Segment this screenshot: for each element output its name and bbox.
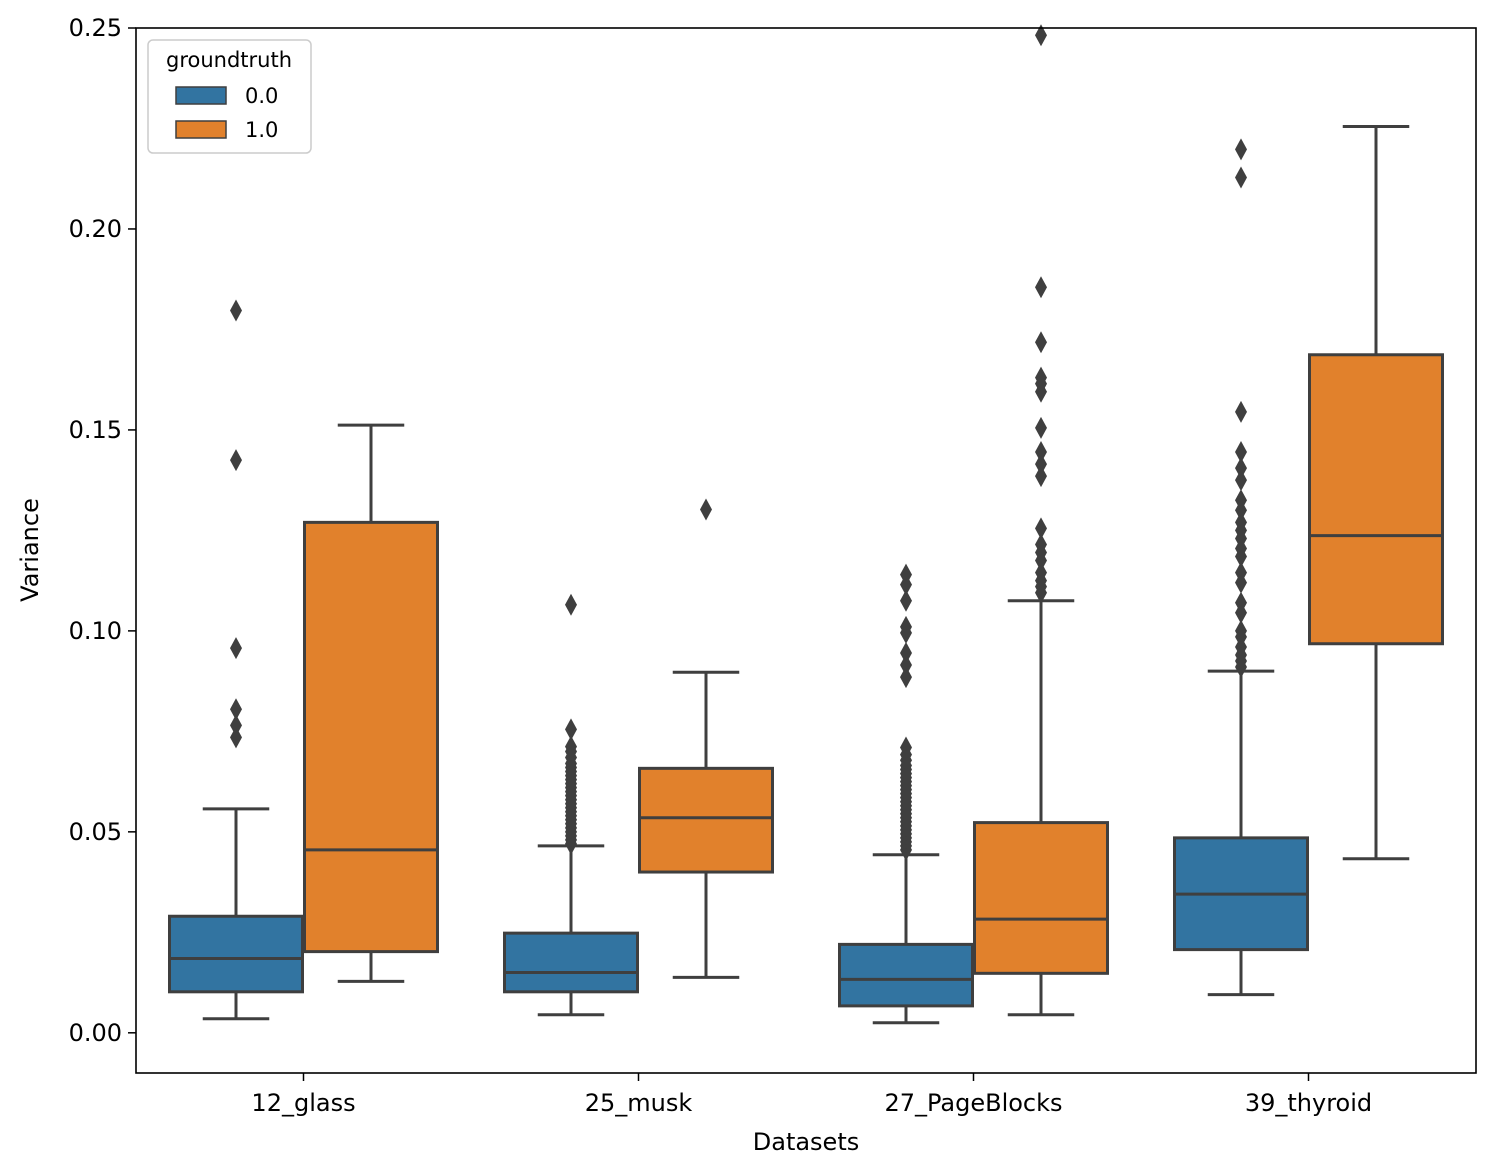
outlier-point [230,299,242,322]
outlier-point [1235,457,1247,480]
outlier-point [900,641,912,664]
outlier-point [900,654,912,677]
outlier-point [900,615,912,638]
outlier-point [1035,331,1047,354]
plot-area [168,24,1444,1025]
x-axis: 12_glass 25_musk 27_PageBlocks 39_thyroid [251,1073,1372,1117]
box-iqr [638,766,774,874]
box-iqr [1308,353,1444,646]
outlier-point [1035,465,1047,488]
outlier-point [1035,276,1047,299]
outlier-point [1235,619,1247,642]
box-39_thyroid-0.0 [1173,138,1309,997]
y-tick-label: 0.15 [69,416,122,444]
outlier-point [900,736,912,759]
outlier-point [1235,591,1247,614]
y-tick-label: 0.25 [69,14,122,42]
legend-title: groundtruth [166,48,292,72]
x-tick-label: 25_musk [585,1089,693,1117]
box-12_glass-1.0 [303,423,439,983]
outlier-point [1235,511,1247,534]
box-25_musk-0.0 [503,593,639,1017]
outlier-point [230,449,242,472]
outlier-point [900,589,912,612]
outlier-point [1035,441,1047,464]
box-27_PageBlocks-1.0 [973,24,1109,1017]
box-iqr [503,931,639,994]
y-tick-label: 0.10 [69,617,122,645]
outlier-point [1035,366,1047,389]
axes-frame [135,27,1477,1074]
y-tick-label: 0.05 [69,818,122,846]
outlier-point [900,563,912,586]
outlier-point [900,666,912,689]
outlier-point [565,718,577,741]
legend-label-1: 1.0 [245,118,278,142]
outlier-point [1035,453,1047,476]
box-12_glass-0.0 [168,299,304,1021]
outlier-point [1235,469,1247,492]
outlier-point [700,498,712,521]
outlier-point [1035,533,1047,556]
outlier-point [1035,24,1047,47]
outlier-point [230,714,242,737]
outlier-point [1235,166,1247,189]
outlier-point [1235,441,1247,464]
outlier-point [1235,400,1247,423]
x-tick-label: 27_PageBlocks [884,1089,1062,1117]
box-iqr [838,942,974,1008]
y-tick-label: 0.00 [69,1019,122,1047]
legend-swatch-1 [175,120,227,139]
outlier-point [230,698,242,721]
box-27_PageBlocks-0.0 [838,563,974,1025]
box-iqr [303,520,439,954]
x-tick-label: 39_thyroid [1245,1089,1372,1117]
outlier-point [1235,489,1247,512]
outlier-point [1235,561,1247,584]
outlier-point [1035,561,1047,584]
outlier-point [565,735,577,758]
outlier-point [1035,416,1047,439]
box-iqr [973,821,1109,975]
x-tick-label: 12_glass [251,1089,355,1117]
box-39_thyroid-1.0 [1308,124,1444,861]
y-tick-label: 0.20 [69,215,122,243]
outlier-point [1035,517,1047,540]
outlier-point [565,593,577,616]
outlier-point [230,637,242,660]
legend-label-0: 0.0 [245,84,278,108]
y-axis: 0.00 0.05 0.10 0.15 0.20 0.25 [69,14,136,1047]
outlier-point [1235,138,1247,161]
legend: groundtruth 0.0 1.0 [147,39,312,154]
y-axis-label: Variance [16,498,44,602]
x-axis-label: Datasets [753,1128,860,1156]
box-iqr [168,914,304,994]
outlier-point [230,726,242,749]
legend-swatch-0 [175,86,227,105]
box-25_musk-1.0 [638,498,774,979]
